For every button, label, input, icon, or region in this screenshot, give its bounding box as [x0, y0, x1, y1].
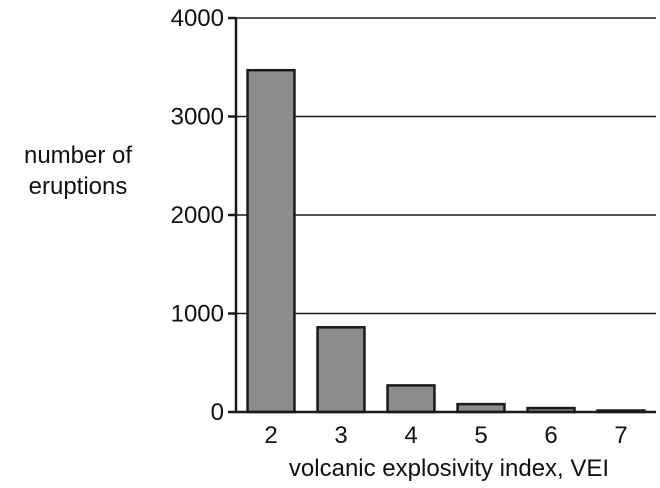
y-tick-label-3000: 3000 — [171, 104, 224, 131]
x-tick-label-2: 2 — [264, 422, 277, 449]
y-tick-label-1000: 1000 — [171, 301, 224, 328]
bar-vei-4 — [386, 384, 436, 414]
gridlines — [236, 17, 656, 315]
bar-vei-3 — [316, 326, 366, 414]
x-tick-label-4: 4 — [404, 422, 417, 449]
y-axis-title-line-1: number of — [24, 142, 132, 169]
y-tick-label-4000: 4000 — [171, 5, 224, 32]
x-tick-label-7: 7 — [614, 422, 627, 449]
bar-vei-2 — [246, 68, 296, 414]
y-axis-title-line-2: eruptions — [29, 173, 128, 200]
y-tick-label-0: 0 — [211, 399, 224, 426]
x-tick-label-3: 3 — [334, 422, 347, 449]
x-tick-label-5: 5 — [474, 422, 487, 449]
y-tick-label-2000: 2000 — [171, 202, 224, 229]
axes — [228, 16, 656, 414]
x-tick-label-6: 6 — [544, 422, 557, 449]
x-axis-title: volcanic explosivity index, VEI — [289, 455, 609, 482]
y-tick-labels: 0 1000 2000 3000 4000 — [171, 5, 224, 426]
x-tick-labels: 2 3 4 5 6 7 — [264, 422, 627, 449]
